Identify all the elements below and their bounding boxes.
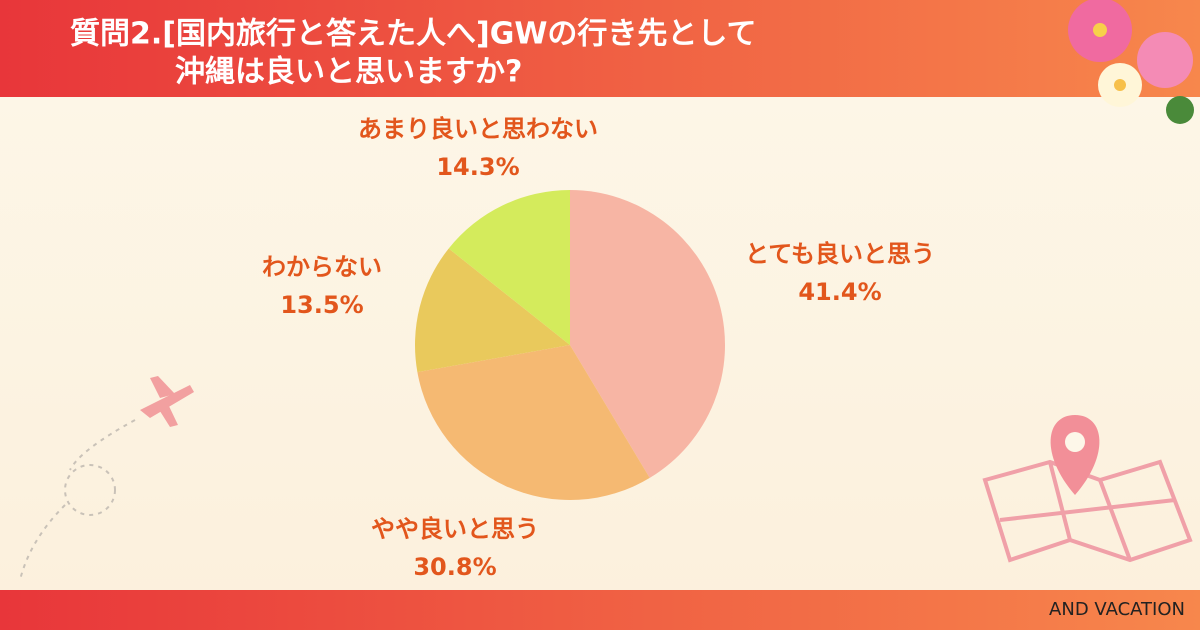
slice-label: やや良いと思う [371,515,539,543]
pie-slice [417,345,650,500]
slice-label: あまり良いと思わない [358,115,598,143]
pie-slice [415,248,570,373]
pie-slice [570,190,725,478]
footer-band [0,590,1200,630]
map-decoration [982,415,1193,563]
value-label: 14.3% [436,153,519,181]
value-label: 13.5% [280,291,363,319]
slice-label: わからない [262,253,382,281]
slice-label: とても良いと思う [745,240,935,268]
chart-title: 沖縄は良いと思いますか? [175,55,522,90]
footer-text: AND VACATION [1049,599,1185,620]
pie-slice [448,190,570,345]
chart-title: 質問2.[国内旅行と答えた人へ]GWの行き先として [70,17,757,52]
plane-decoration [19,376,194,581]
value-label: 41.4% [798,278,881,306]
flowers [1068,0,1194,124]
value-label: 30.8% [413,553,496,581]
header-band [0,0,1200,97]
